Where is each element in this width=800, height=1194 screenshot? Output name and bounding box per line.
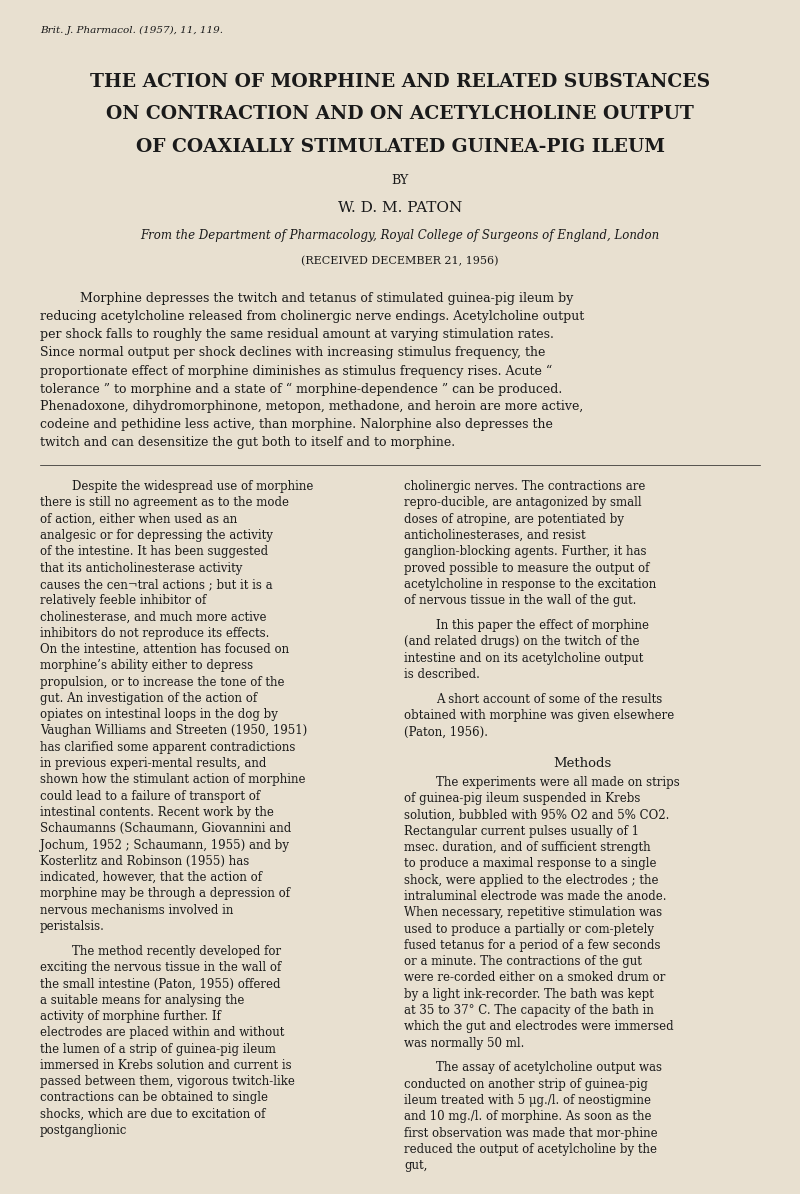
Text: relatively feeble inhibitor of: relatively feeble inhibitor of bbox=[40, 595, 206, 608]
Text: On the intestine, attention has focused on: On the intestine, attention has focused … bbox=[40, 644, 289, 656]
Text: BY: BY bbox=[391, 174, 409, 187]
Text: intestine and on its acetylcholine output: intestine and on its acetylcholine outpu… bbox=[404, 652, 643, 665]
Text: A short account of some of the results: A short account of some of the results bbox=[436, 693, 662, 706]
Text: indicated, however, that the action of: indicated, however, that the action of bbox=[40, 872, 262, 884]
Text: reduced the output of acetylcholine by the: reduced the output of acetylcholine by t… bbox=[404, 1143, 657, 1156]
Text: shown how the stimulant action of morphine: shown how the stimulant action of morphi… bbox=[40, 774, 306, 787]
Text: postganglionic: postganglionic bbox=[40, 1124, 127, 1137]
Text: at 35 to 37° C. The capacity of the bath in: at 35 to 37° C. The capacity of the bath… bbox=[404, 1004, 654, 1017]
Text: The method recently developed for: The method recently developed for bbox=[72, 944, 281, 958]
Text: twitch and can desensitize the gut both to itself and to morphine.: twitch and can desensitize the gut both … bbox=[40, 436, 455, 449]
Text: repro­ducible, are antagonized by small: repro­ducible, are antagonized by small bbox=[404, 497, 642, 510]
Text: Schaumanns (Schaumann, Giovannini and: Schaumanns (Schaumann, Giovannini and bbox=[40, 823, 291, 836]
Text: of the intestine. It has been suggested: of the intestine. It has been suggested bbox=[40, 546, 268, 559]
Text: used to produce a partially or com­pletely: used to produce a partially or com­plete… bbox=[404, 923, 654, 936]
Text: or a minute. The contractions of the gut: or a minute. The contractions of the gut bbox=[404, 955, 642, 968]
Text: of nervous tissue in the wall of the gut.: of nervous tissue in the wall of the gut… bbox=[404, 595, 636, 608]
Text: to produce a maximal response to a single: to produce a maximal response to a singl… bbox=[404, 857, 657, 870]
Text: and 10 mg./l. of morphine. As soon as the: and 10 mg./l. of morphine. As soon as th… bbox=[404, 1110, 651, 1124]
Text: fused tetanus for a period of a few seconds: fused tetanus for a period of a few seco… bbox=[404, 938, 661, 952]
Text: doses of atropine, are potentiated by: doses of atropine, are potentiated by bbox=[404, 512, 624, 525]
Text: codeine and pethidine less active, than morphine. Nalorphine also depresses the: codeine and pethidine less active, than … bbox=[40, 418, 553, 431]
Text: cholinergic nerves. The contractions are: cholinergic nerves. The contractions are bbox=[404, 480, 646, 493]
Text: activity of morphine further. If: activity of morphine further. If bbox=[40, 1010, 221, 1023]
Text: could lead to a failure of transport of: could lead to a failure of transport of bbox=[40, 789, 260, 802]
Text: OF COAXIALLY STIMULATED GUINEA-PIG ILEUM: OF COAXIALLY STIMULATED GUINEA-PIG ILEUM bbox=[135, 139, 665, 156]
Text: gut. An investigation of the action of: gut. An investigation of the action of bbox=[40, 691, 257, 704]
Text: is described.: is described. bbox=[404, 667, 480, 681]
Text: nervous mechanisms involved in: nervous mechanisms involved in bbox=[40, 904, 234, 917]
Text: there is still no agreement as to the mode: there is still no agreement as to the mo… bbox=[40, 497, 289, 510]
Text: ileum treated with 5 μg./l. of neostigmine: ileum treated with 5 μg./l. of neostigmi… bbox=[404, 1094, 651, 1107]
Text: analgesic or for depressing the activity: analgesic or for depressing the activity bbox=[40, 529, 273, 542]
Text: Methods: Methods bbox=[553, 757, 611, 770]
Text: Phenadoxone, dihydromorphinone, metopon, methadone, and heroin are more active,: Phenadoxone, dihydromorphinone, metopon,… bbox=[40, 400, 583, 413]
Text: W. D. M. PATON: W. D. M. PATON bbox=[338, 202, 462, 215]
Text: In this paper the effect of morphine: In this paper the effect of morphine bbox=[436, 618, 649, 632]
Text: per shock falls to roughly the same residual amount at varying stimulation rates: per shock falls to roughly the same resi… bbox=[40, 328, 554, 341]
Text: acetylcholine in response to the excitation: acetylcholine in response to the excitat… bbox=[404, 578, 656, 591]
Text: anticholinesterases, and resist: anticholinesterases, and resist bbox=[404, 529, 586, 542]
Text: was normally 50 ml.: was normally 50 ml. bbox=[404, 1036, 524, 1050]
Text: opiates on intestinal loops in the dog by: opiates on intestinal loops in the dog b… bbox=[40, 708, 278, 721]
Text: Kosterlitz and Robinson (1955) has: Kosterlitz and Robinson (1955) has bbox=[40, 855, 250, 868]
Text: Brit. J. Pharmacol. (1957), 11, 119.: Brit. J. Pharmacol. (1957), 11, 119. bbox=[40, 26, 223, 35]
Text: of action, either when used as an: of action, either when used as an bbox=[40, 512, 238, 525]
Text: a suitable means for analysing the: a suitable means for analysing the bbox=[40, 993, 245, 1007]
Text: (RECEIVED DECEMBER 21, 1956): (RECEIVED DECEMBER 21, 1956) bbox=[302, 257, 498, 266]
Text: proportionate effect of morphine diminishes as stimulus frequency rises. Acute “: proportionate effect of morphine diminis… bbox=[40, 364, 552, 377]
Text: THE ACTION OF MORPHINE AND RELATED SUBSTANCES: THE ACTION OF MORPHINE AND RELATED SUBST… bbox=[90, 73, 710, 91]
Text: (Paton, 1956).: (Paton, 1956). bbox=[404, 725, 488, 738]
Text: inhibitors do not reproduce its effects.: inhibitors do not reproduce its effects. bbox=[40, 627, 270, 640]
Text: propulsion, or to increase the tone of the: propulsion, or to increase the tone of t… bbox=[40, 676, 285, 689]
Text: contractions can be obtained to single: contractions can be obtained to single bbox=[40, 1091, 268, 1104]
Text: Rectangular current pulses usually of 1: Rectangular current pulses usually of 1 bbox=[404, 825, 639, 838]
Text: in previous experi­mental results, and: in previous experi­mental results, and bbox=[40, 757, 266, 770]
Text: the small intestine (Paton, 1955) offered: the small intestine (Paton, 1955) offere… bbox=[40, 978, 281, 990]
Text: shock, were applied to the electrodes ; the: shock, were applied to the electrodes ; … bbox=[404, 874, 658, 887]
Text: tolerance ” to morphine and a state of “ morphine-dependence ” can be produced.: tolerance ” to morphine and a state of “… bbox=[40, 382, 562, 395]
Text: The assay of acetylcholine output was: The assay of acetylcholine output was bbox=[436, 1061, 662, 1075]
Text: morphine may be through a depression of: morphine may be through a depression of bbox=[40, 887, 290, 900]
Text: cholinesterase, and much more active: cholinesterase, and much more active bbox=[40, 610, 266, 623]
Text: passed between them, vigorous twitch-like: passed between them, vigorous twitch-lik… bbox=[40, 1075, 295, 1088]
Text: the lumen of a strip of guinea-pig ileum: the lumen of a strip of guinea-pig ileum bbox=[40, 1042, 276, 1055]
Text: peristalsis.: peristalsis. bbox=[40, 919, 105, 933]
Text: by a light ink-recorder. The bath was kept: by a light ink-recorder. The bath was ke… bbox=[404, 987, 654, 1001]
Text: of guinea-pig ileum suspended in Krebs: of guinea-pig ileum suspended in Krebs bbox=[404, 792, 640, 805]
Text: reducing acetylcholine released from cholinergic nerve endings. Acetylcholine ou: reducing acetylcholine released from cho… bbox=[40, 310, 584, 324]
Text: shocks, which are due to excitation of: shocks, which are due to excitation of bbox=[40, 1108, 266, 1121]
Text: From the Department of Pharmacology, Royal College of Surgeons of England, Londo: From the Department of Pharmacology, Roy… bbox=[140, 229, 660, 242]
Text: that its anticholinesterase activity: that its anticholinesterase activity bbox=[40, 561, 242, 574]
Text: has clarified some apparent contradictions: has clarified some apparent contradictio… bbox=[40, 740, 295, 753]
Text: When necessary, repetitive stimulation was: When necessary, repetitive stimulation w… bbox=[404, 906, 662, 919]
Text: intestinal contents. Recent work by the: intestinal contents. Recent work by the bbox=[40, 806, 274, 819]
Text: gut,: gut, bbox=[404, 1159, 427, 1173]
Text: proved possible to measure the output of: proved possible to measure the output of bbox=[404, 561, 650, 574]
Text: immersed in Krebs solution and current is: immersed in Krebs solution and current i… bbox=[40, 1059, 292, 1072]
Text: (and related drugs) on the twitch of the: (and related drugs) on the twitch of the bbox=[404, 635, 639, 648]
Text: exciting the nervous tissue in the wall of: exciting the nervous tissue in the wall … bbox=[40, 961, 282, 974]
Text: intraluminal electrode was made the anode.: intraluminal electrode was made the anod… bbox=[404, 890, 666, 903]
Text: obtained with morphine was given elsewhere: obtained with morphine was given elsewhe… bbox=[404, 709, 674, 722]
Text: electrodes are placed within and without: electrodes are placed within and without bbox=[40, 1027, 285, 1039]
Text: Jochum, 1952 ; Schaumann, 1955) and by: Jochum, 1952 ; Schaumann, 1955) and by bbox=[40, 838, 289, 851]
Text: Vaughan Williams and Streeten (1950, 1951): Vaughan Williams and Streeten (1950, 195… bbox=[40, 725, 307, 738]
Text: Since normal output per shock declines with increasing stimulus frequency, the: Since normal output per shock declines w… bbox=[40, 346, 546, 359]
Text: were re­corded either on a smoked drum or: were re­corded either on a smoked drum o… bbox=[404, 972, 666, 984]
Text: Morphine depresses the twitch and tetanus of stimulated guinea-pig ileum by: Morphine depresses the twitch and tetanu… bbox=[80, 293, 574, 306]
Text: msec. duration, and of sufficient strength: msec. duration, and of sufficient streng… bbox=[404, 841, 650, 854]
Text: which the gut and electrodes were immersed: which the gut and electrodes were immers… bbox=[404, 1021, 674, 1033]
Text: ganglion-blocking agents. Further, it has: ganglion-blocking agents. Further, it ha… bbox=[404, 546, 646, 559]
Text: morphine’s ability either to depress: morphine’s ability either to depress bbox=[40, 659, 253, 672]
Text: first observation was made that mor­phine: first observation was made that mor­phin… bbox=[404, 1127, 658, 1139]
Text: ON CONTRACTION AND ON ACETYLCHOLINE OUTPUT: ON CONTRACTION AND ON ACETYLCHOLINE OUTP… bbox=[106, 105, 694, 123]
Text: causes the cen¬tral actions ; but it is a: causes the cen¬tral actions ; but it is … bbox=[40, 578, 273, 591]
Text: conducted on another strip of guinea-pig: conducted on another strip of guinea-pig bbox=[404, 1078, 648, 1091]
Text: Despite the widespread use of morphine: Despite the widespread use of morphine bbox=[72, 480, 314, 493]
Text: The experiments were all made on strips: The experiments were all made on strips bbox=[436, 776, 680, 789]
Text: solution, bubbled with 95% O2 and 5% CO2.: solution, bubbled with 95% O2 and 5% CO2… bbox=[404, 808, 670, 821]
